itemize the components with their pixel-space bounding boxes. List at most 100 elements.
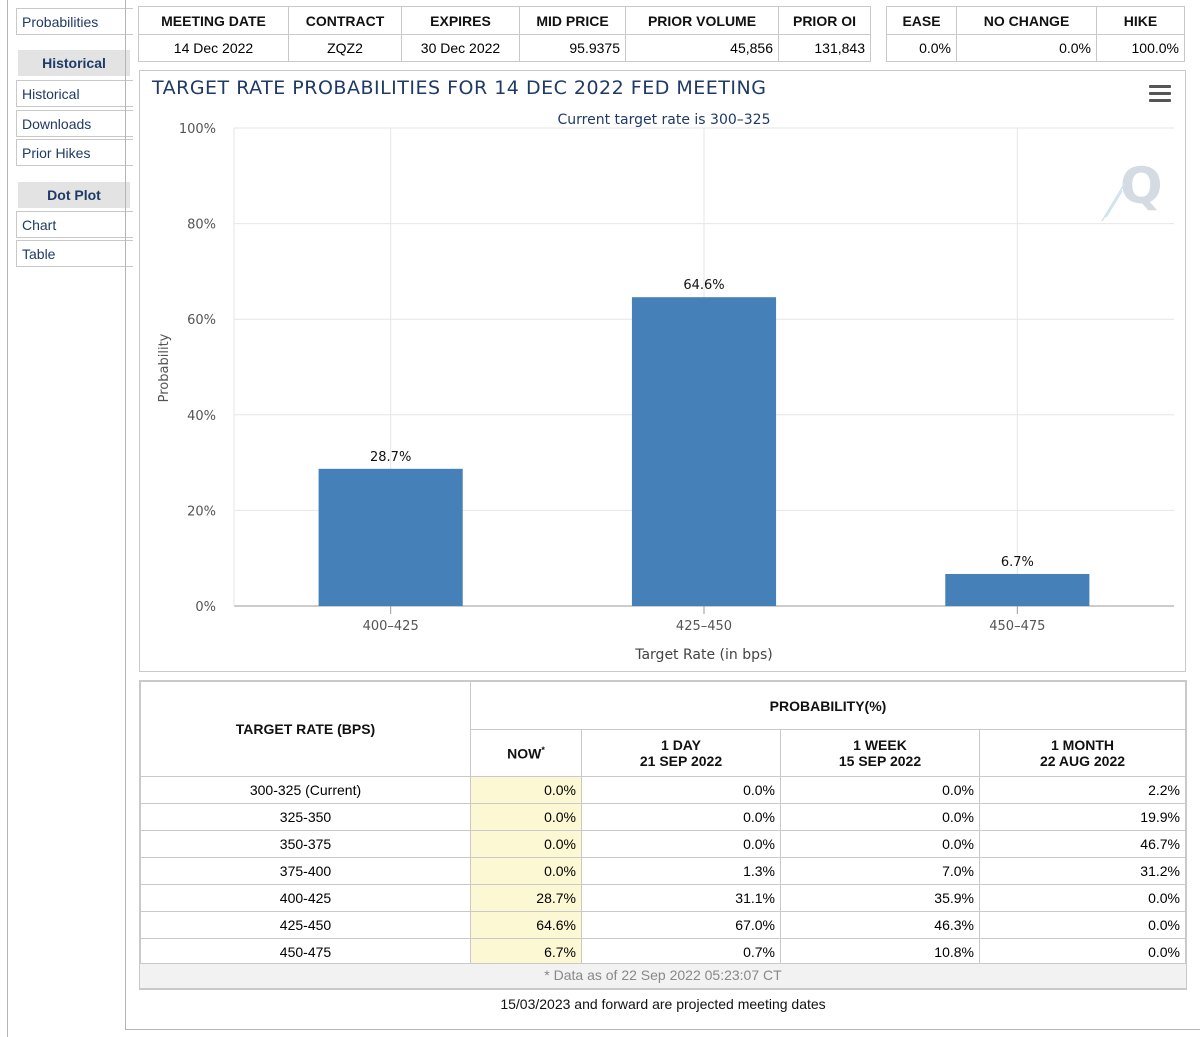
- data-timestamp-footnote: * Data as of 22 Sep 2022 05:23:07 CT: [139, 963, 1187, 989]
- chart-title: TARGET RATE PROBABILITIES FOR 14 DEC 202…: [152, 77, 767, 99]
- projected-dates-note: 15/03/2023 and forward are projected mee…: [500, 996, 826, 1012]
- sidebar-item-downloads[interactable]: Downloads: [16, 110, 133, 137]
- bar-data-label: 64.6%: [683, 278, 724, 293]
- bar-data-label: 6.7%: [1001, 555, 1034, 570]
- now-cell: 0.0%: [470, 857, 582, 885]
- one-day-cell: 67.0%: [581, 911, 781, 939]
- now-cell: 64.6%: [470, 911, 582, 939]
- sidebar: Probabilities Historical Historical Down…: [7, 0, 133, 1037]
- chart-subtitle: Current target rate is 300–325: [557, 112, 770, 128]
- header-1-day-date: 21 SEP 2022: [639, 753, 723, 769]
- header-1-week-label: 1 WEEK: [853, 737, 907, 753]
- now-cell: 0.0%: [470, 803, 582, 831]
- header-prior-oi: PRIOR OI: [778, 6, 871, 35]
- y-tick-label: 0%: [195, 600, 216, 615]
- header-1-week: 1 WEEK 15 SEP 2022: [780, 729, 980, 777]
- meeting-date-value: 14 Dec 2022: [138, 34, 289, 62]
- watermark-q: Q: [1120, 157, 1163, 215]
- sidebar-item-historical[interactable]: Historical: [16, 80, 133, 107]
- one-day-cell: 1.3%: [581, 857, 781, 885]
- one-week-cell: 46.3%: [780, 911, 980, 939]
- hike-value: 100.0%: [1096, 34, 1185, 62]
- table-row: 350-375 0.0% 0.0% 0.0% 46.7%: [140, 830, 1186, 858]
- bar-425–450[interactable]: [631, 297, 777, 606]
- contract-value: ZQZ2: [288, 34, 402, 62]
- chart-container: Q 0% 20% 40% 60% 80% 100% 28.7% 400–425 64.6% 425…: [139, 70, 1186, 672]
- one-month-cell: 0.0%: [979, 884, 1186, 912]
- one-week-cell: 10.8%: [780, 938, 980, 966]
- now-cell: 0.0%: [470, 830, 582, 858]
- one-day-cell: 0.0%: [581, 830, 781, 858]
- table-row: 375-400 0.0% 1.3% 7.0% 31.2%: [140, 857, 1186, 885]
- one-day-cell: 0.0%: [581, 803, 781, 831]
- prior-volume-value: 45,856: [625, 34, 779, 62]
- now-cell: 28.7%: [470, 884, 582, 912]
- one-day-cell: 0.0%: [581, 776, 781, 804]
- rate-cell: 325-350: [140, 803, 471, 831]
- now-cell: 6.7%: [470, 938, 582, 966]
- sidebar-item-table[interactable]: Table: [16, 240, 133, 267]
- prior-oi-value: 131,843: [778, 34, 871, 62]
- header-1-week-date: 15 SEP 2022: [838, 753, 922, 769]
- header-expires: EXPIRES: [401, 6, 520, 35]
- rate-cell: 375-400: [140, 857, 471, 885]
- one-week-cell: 7.0%: [780, 857, 980, 885]
- header-1-day-label: 1 DAY: [661, 737, 701, 753]
- one-week-cell: 0.0%: [780, 776, 980, 804]
- y-tick-label: 20%: [187, 504, 216, 519]
- one-month-cell: 19.9%: [979, 803, 1186, 831]
- sidebar-heading-dot-plot: Dot Plot: [18, 182, 130, 208]
- rate-cell: 425-450: [140, 911, 471, 939]
- rate-cell: 350-375: [140, 830, 471, 858]
- one-month-cell: 31.2%: [979, 857, 1186, 885]
- rate-cell: 300-325 (Current): [140, 776, 471, 804]
- bar-data-label: 28.7%: [370, 450, 411, 465]
- table-row: 400-425 28.7% 31.1% 35.9% 0.0%: [140, 884, 1186, 912]
- expires-value: 30 Dec 2022: [401, 34, 520, 62]
- bar-chart: Q 0% 20% 40% 60% 80% 100% 28.7% 400–425 64.6% 425…: [157, 112, 1174, 663]
- header-hike: HIKE: [1096, 6, 1185, 35]
- header-now-marker: *: [541, 744, 545, 755]
- header-now: NOW*: [470, 729, 582, 777]
- one-month-cell: 46.7%: [979, 830, 1186, 858]
- header-1-month: 1 MONTH 22 AUG 2022: [979, 729, 1186, 777]
- one-week-cell: 35.9%: [780, 884, 980, 912]
- header-prior-volume: PRIOR VOLUME: [625, 6, 779, 35]
- table-row: 450-475 6.7% 0.7% 10.8% 0.0%: [140, 938, 1186, 966]
- x-tick-label: 450–475: [989, 619, 1045, 634]
- ease-value: 0.0%: [886, 34, 957, 62]
- x-axis-label: Target Rate (in bps): [634, 647, 773, 663]
- no-change-value: 0.0%: [956, 34, 1097, 62]
- header-ease: EASE: [886, 6, 957, 35]
- y-tick-label: 100%: [179, 122, 216, 137]
- bar-450–475[interactable]: [945, 573, 1090, 606]
- rate-cell: 450-475: [140, 938, 471, 966]
- probability-table-container: TARGET RATE (BPS) PROBABILITY(%) NOW* 1 …: [139, 680, 1187, 990]
- main-panel: [125, 0, 1200, 1030]
- rate-cell: 400-425: [140, 884, 471, 912]
- one-day-cell: 0.7%: [581, 938, 781, 966]
- sidebar-item-probabilities[interactable]: Probabilities: [16, 8, 133, 35]
- header-meeting-date: MEETING DATE: [138, 6, 289, 35]
- y-tick-label: 80%: [187, 218, 216, 233]
- one-month-cell: 0.0%: [979, 911, 1186, 939]
- header-1-day: 1 DAY 21 SEP 2022: [581, 729, 781, 777]
- y-tick-label: 60%: [187, 313, 216, 328]
- chart-menu-icon[interactable]: [1149, 85, 1171, 103]
- probability-table: TARGET RATE (BPS) PROBABILITY(%) NOW* 1 …: [140, 681, 1186, 966]
- table-row: 425-450 64.6% 67.0% 46.3% 0.0%: [140, 911, 1186, 939]
- watermark-logo: Q: [1101, 157, 1163, 222]
- one-month-cell: 2.2%: [979, 776, 1186, 804]
- table-row: 325-350 0.0% 0.0% 0.0% 19.9%: [140, 803, 1186, 831]
- one-week-cell: 0.0%: [780, 830, 980, 858]
- header-contract: CONTRACT: [288, 6, 402, 35]
- sidebar-item-chart[interactable]: Chart: [16, 211, 133, 238]
- header-1-month-date: 22 AUG 2022: [1039, 753, 1126, 769]
- summary-table: EASE NO CHANGE HIKE 0.0% 0.0% 100.0%: [886, 6, 1185, 62]
- sidebar-item-prior-hikes[interactable]: Prior Hikes: [16, 139, 133, 166]
- x-tick-label: 400–425: [363, 619, 419, 634]
- bar-400–425[interactable]: [318, 468, 463, 606]
- header-now-label: NOW: [507, 745, 542, 762]
- header-probability: PROBABILITY(%): [470, 681, 1186, 730]
- one-week-cell: 0.0%: [780, 803, 980, 831]
